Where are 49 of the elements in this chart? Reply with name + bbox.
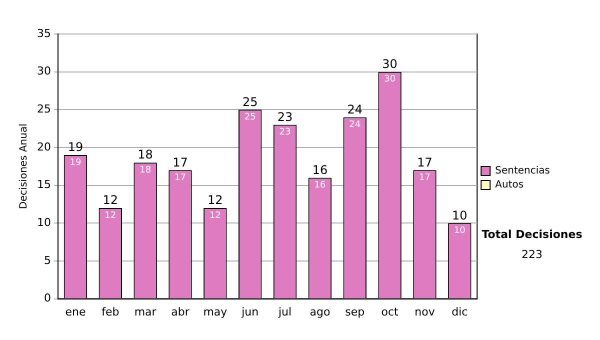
x-tick-label: mar — [134, 305, 157, 318]
y-tick-label: 0 — [44, 292, 51, 305]
x-tick-label: feb — [102, 305, 120, 318]
total-label: 10 — [452, 208, 468, 222]
text: 223 — [522, 248, 542, 261]
x-tick-label: nov — [414, 305, 436, 318]
x-tick-label: may — [203, 305, 228, 318]
y-tick-label: 5 — [44, 254, 51, 267]
x-tick-label: ago — [310, 305, 330, 318]
data-label: 12 — [104, 210, 116, 221]
data-label: 12 — [209, 210, 221, 221]
x-tick-label: abr — [171, 305, 190, 318]
x-tick-label: dic — [452, 305, 468, 318]
text: Total Decisiones — [482, 228, 583, 241]
y-axis-title: Decisiones Anual — [18, 124, 30, 210]
y-tick-label: 30 — [36, 64, 51, 78]
data-label: 19 — [70, 158, 82, 168]
total-label: 18 — [138, 148, 153, 162]
total-label: 24 — [347, 102, 363, 116]
x-tick-label: ene — [65, 305, 86, 318]
x-tick-label: oct — [381, 305, 400, 318]
data-label: 18 — [140, 165, 152, 176]
y-tick-label: 20 — [36, 140, 51, 154]
data-label: 25 — [244, 112, 256, 122]
total-label: 16 — [312, 162, 328, 177]
data-label: 23 — [279, 128, 291, 138]
x-tick-label: sep — [345, 305, 365, 318]
y-tick-label: 25 — [36, 102, 51, 116]
total-label: 17 — [417, 155, 432, 170]
data-label: 30 — [384, 74, 396, 85]
legend-label: Autos — [495, 180, 524, 191]
total-label: 12 — [102, 193, 118, 208]
total-label: 12 — [208, 193, 223, 208]
x-tick-label: jul — [277, 305, 292, 318]
y-tick-label: 35 — [36, 26, 51, 40]
total-label: 17 — [172, 155, 188, 170]
total-label: 30 — [382, 56, 398, 71]
data-label: 16 — [314, 180, 326, 191]
y-tick-label: 10 — [36, 216, 51, 229]
data-label: 24 — [349, 120, 361, 130]
x-tick-label: jun — [240, 305, 259, 318]
total-label: 25 — [242, 94, 258, 109]
data-label: 17 — [419, 173, 430, 184]
data-label: 17 — [174, 173, 186, 184]
legend-label: Sentencias — [495, 166, 550, 177]
total-label: 23 — [277, 110, 293, 124]
data-label: 10 — [454, 226, 466, 236]
total-label: 19 — [68, 140, 84, 154]
y-tick-label: 15 — [36, 178, 51, 192]
